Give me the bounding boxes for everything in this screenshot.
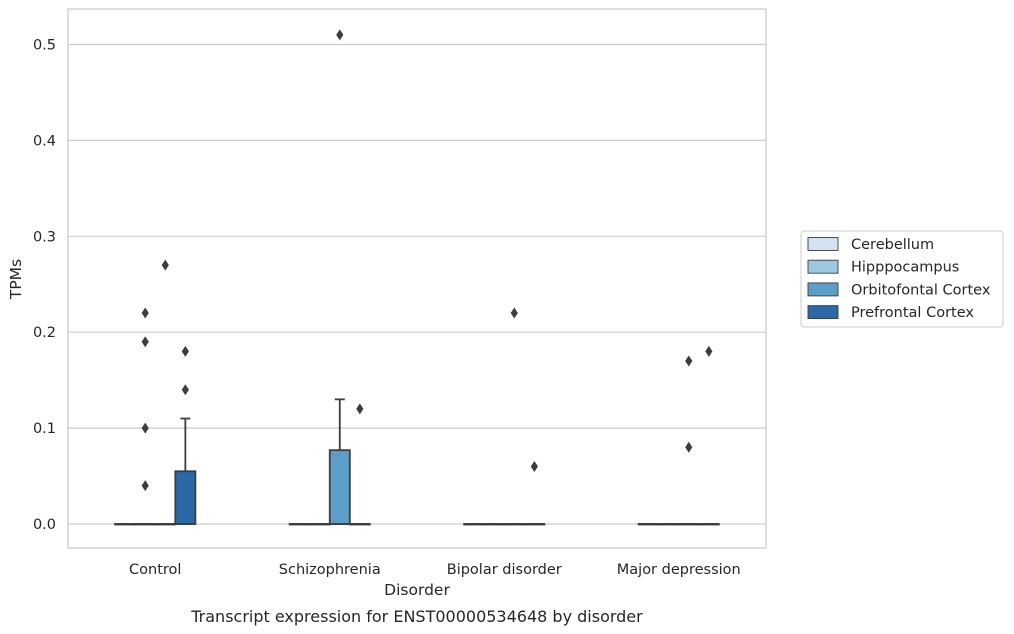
box-group bbox=[697, 345, 720, 526]
box-group bbox=[483, 523, 506, 526]
box-group bbox=[637, 523, 660, 526]
legend-swatch bbox=[807, 259, 839, 274]
y-tick-label: 0.3 bbox=[33, 229, 56, 245]
y-tick-label: 0.5 bbox=[33, 37, 56, 53]
plot-area-frame bbox=[67, 8, 767, 549]
boxes-layer bbox=[114, 29, 720, 526]
outlier-point bbox=[685, 355, 693, 367]
legend-frame bbox=[800, 230, 1004, 328]
box-group bbox=[677, 355, 700, 526]
outlier-point bbox=[141, 422, 149, 434]
box-group bbox=[174, 345, 197, 525]
legend-label: Orbitofontal Cortex bbox=[851, 282, 991, 298]
outlier-point bbox=[141, 307, 149, 319]
y-axis-title: TPMs bbox=[7, 259, 25, 300]
y-tick-label: 0.2 bbox=[33, 325, 56, 341]
legend-label: Cerebellum bbox=[851, 237, 934, 253]
y-tick-label: 0.1 bbox=[33, 421, 56, 437]
x-axis-title: Disorder bbox=[384, 581, 450, 599]
box-group bbox=[328, 29, 351, 525]
outlier-point bbox=[141, 336, 149, 348]
outlier-point bbox=[181, 384, 189, 396]
box-group bbox=[308, 523, 331, 526]
box-group bbox=[114, 523, 137, 526]
outlier-point bbox=[161, 259, 169, 271]
x-tick-label: Schizophrenia bbox=[279, 562, 381, 578]
y-tick-label: 0.4 bbox=[33, 133, 56, 149]
legend-swatch bbox=[807, 282, 839, 297]
box bbox=[174, 470, 197, 525]
outlier-point bbox=[510, 307, 518, 319]
box-group bbox=[288, 523, 311, 526]
box-group bbox=[463, 523, 486, 526]
legend-swatch bbox=[807, 237, 839, 251]
outlier-point bbox=[181, 345, 189, 357]
x-tick-label: Major depression bbox=[617, 562, 741, 578]
x-tick-label: Bipolar disorder bbox=[447, 562, 562, 578]
outlier-point bbox=[336, 29, 344, 41]
outlier-point bbox=[530, 460, 538, 472]
outlier-point bbox=[356, 403, 364, 415]
x-axis-ticks: Control Schizophrenia Bipolar disorder Majo… bbox=[129, 562, 741, 578]
x-tick-label: Control bbox=[129, 562, 181, 578]
legend: Cerebellum Hipppocampus Orbitofontal Corte… bbox=[800, 230, 1004, 328]
outlier-point bbox=[685, 441, 693, 453]
legend-label: Hipppocampus bbox=[851, 260, 959, 276]
y-axis-ticks: 0.0 0.1 0.2 0.3 0.4 0.5 bbox=[33, 37, 56, 533]
box-group bbox=[523, 460, 546, 526]
box-group bbox=[657, 523, 680, 526]
legend-label: Prefrontal Cortex bbox=[851, 305, 974, 321]
box-group bbox=[348, 403, 371, 526]
legend-swatch bbox=[807, 305, 839, 320]
outlier-point bbox=[705, 345, 713, 357]
box bbox=[328, 449, 351, 525]
chart-caption: Transcript expression for ENST0000053464… bbox=[190, 607, 643, 626]
outlier-point bbox=[141, 480, 149, 492]
y-tick-label: 0.0 bbox=[33, 517, 56, 533]
